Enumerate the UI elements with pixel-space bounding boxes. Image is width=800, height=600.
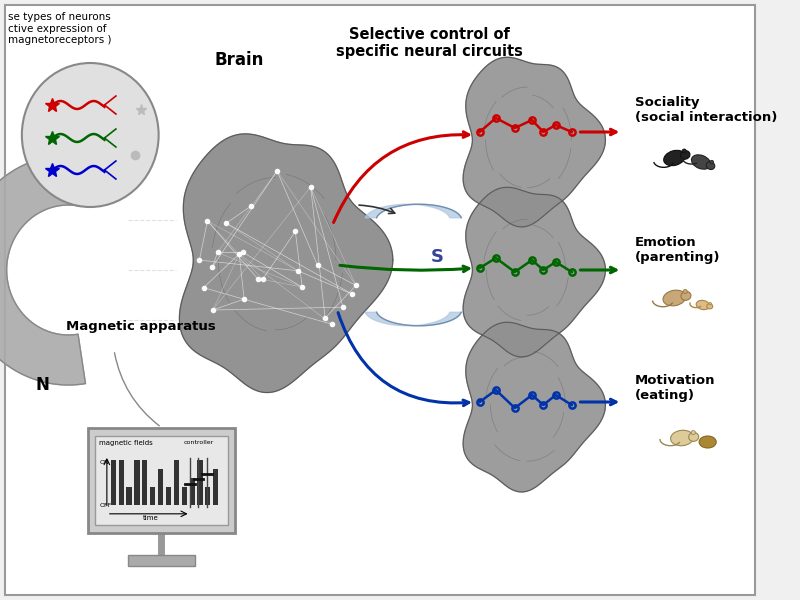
Text: time: time — [143, 515, 158, 521]
Text: controller: controller — [183, 439, 214, 445]
Ellipse shape — [681, 151, 690, 159]
Polygon shape — [365, 312, 462, 326]
Ellipse shape — [689, 433, 698, 442]
Bar — [158, 469, 163, 505]
Text: OFF: OFF — [99, 503, 111, 508]
Bar — [182, 487, 187, 505]
Bar — [110, 460, 116, 505]
Ellipse shape — [682, 149, 686, 153]
Polygon shape — [463, 187, 606, 357]
Ellipse shape — [706, 162, 714, 170]
Bar — [166, 487, 171, 505]
Bar — [174, 460, 179, 505]
Ellipse shape — [681, 292, 691, 300]
Ellipse shape — [710, 160, 714, 164]
Ellipse shape — [696, 301, 710, 310]
Ellipse shape — [691, 155, 710, 169]
Bar — [118, 460, 124, 505]
Bar — [134, 460, 139, 505]
Bar — [150, 487, 155, 505]
Bar — [190, 478, 194, 505]
Polygon shape — [365, 204, 462, 218]
Text: Motivation
(eating): Motivation (eating) — [634, 374, 715, 402]
Text: magnetic fields: magnetic fields — [99, 439, 153, 445]
Ellipse shape — [670, 430, 694, 446]
Text: N: N — [36, 376, 50, 394]
Circle shape — [22, 63, 158, 207]
Polygon shape — [0, 155, 86, 385]
Bar — [95, 436, 227, 524]
Text: Emotion
(parenting): Emotion (parenting) — [634, 236, 720, 264]
Ellipse shape — [664, 150, 685, 166]
Text: Magnetic apparatus: Magnetic apparatus — [66, 320, 215, 333]
Text: ON: ON — [99, 460, 109, 466]
Ellipse shape — [683, 290, 687, 293]
Ellipse shape — [699, 436, 716, 448]
Polygon shape — [463, 322, 606, 492]
Text: Brain: Brain — [214, 51, 264, 69]
Ellipse shape — [709, 302, 711, 305]
Ellipse shape — [706, 304, 713, 309]
Text: Sociality
(social interaction): Sociality (social interaction) — [634, 96, 777, 124]
Text: se types of neurons
ctive expression of
magnetoreceptors ): se types of neurons ctive expression of … — [7, 12, 111, 45]
Bar — [206, 487, 210, 505]
Bar — [126, 487, 132, 505]
Text: Selective control of
specific neural circuits: Selective control of specific neural cir… — [336, 27, 522, 59]
Bar — [213, 469, 218, 505]
Bar — [88, 427, 235, 533]
Text: S: S — [430, 248, 443, 266]
Polygon shape — [463, 57, 606, 227]
Ellipse shape — [691, 431, 695, 434]
Ellipse shape — [663, 290, 686, 306]
Bar — [198, 460, 202, 505]
Bar — [128, 554, 194, 565]
Polygon shape — [179, 134, 393, 392]
Bar — [142, 460, 147, 505]
